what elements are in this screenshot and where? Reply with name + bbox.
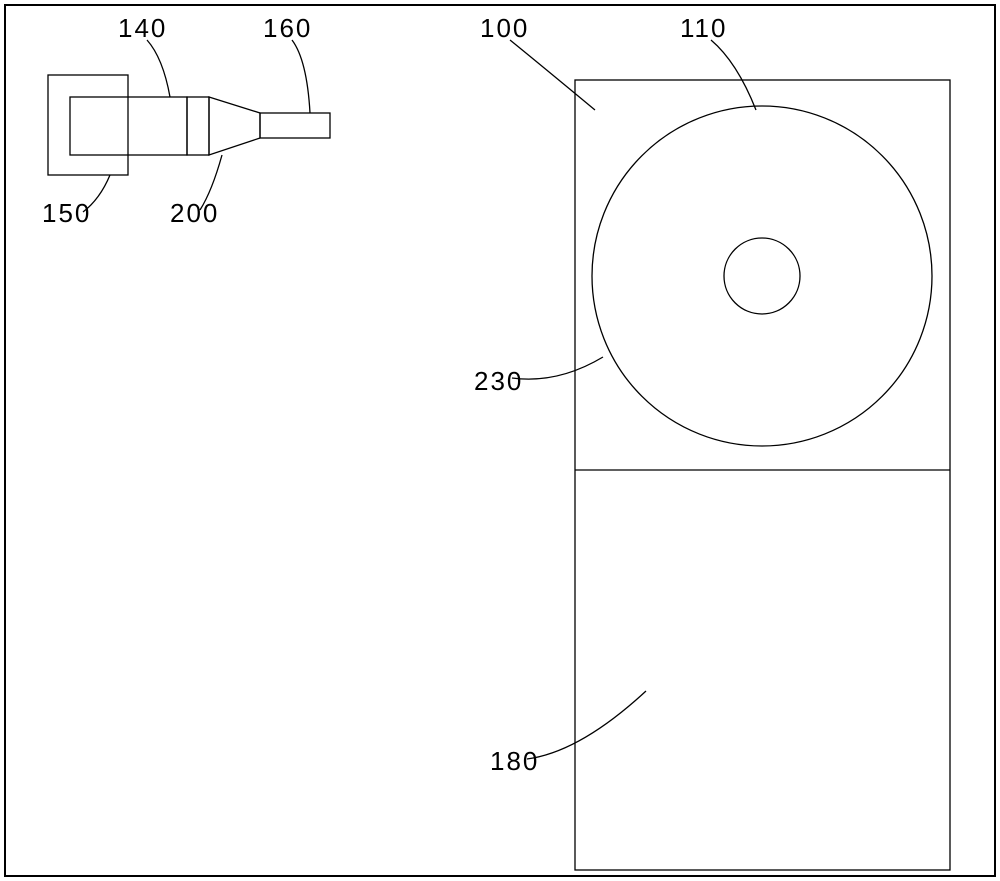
leader-l160: [292, 40, 310, 113]
leader-l180: [527, 691, 646, 759]
leader-l230: [512, 357, 603, 379]
disc-outer-circle: [592, 106, 932, 446]
neck-rect: [260, 113, 330, 138]
flange-rect: [48, 75, 128, 175]
label-160: 160: [263, 13, 312, 43]
leader-l110: [711, 40, 756, 110]
label-110: 110: [680, 13, 727, 43]
disc-inner-circle: [724, 238, 800, 314]
patent-figure: 140 160 150 200 100 110 230 180: [0, 0, 1000, 881]
housing-rect: [575, 80, 950, 870]
reference-labels: 140 160 150 200 100 110 230 180: [42, 13, 727, 776]
left-assembly: [48, 75, 330, 175]
notch-rect: [187, 97, 209, 155]
leader-l140: [147, 40, 170, 97]
right-assembly: [575, 80, 950, 870]
label-100: 100: [480, 13, 529, 43]
leader-l100: [510, 40, 595, 110]
leader-lines: [83, 40, 756, 759]
label-140: 140: [118, 13, 167, 43]
label-180: 180: [490, 746, 539, 776]
label-200: 200: [170, 198, 219, 228]
label-150: 150: [42, 198, 91, 228]
label-230: 230: [474, 366, 523, 396]
taper-poly: [209, 97, 260, 155]
